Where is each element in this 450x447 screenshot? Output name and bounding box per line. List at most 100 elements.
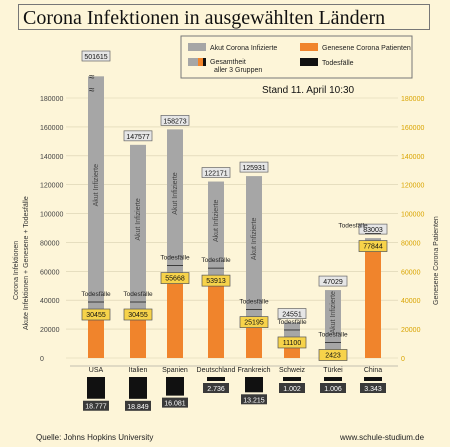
deaths-label-usa: 18.777 xyxy=(85,404,107,411)
deaths-label-box xyxy=(320,383,346,393)
legend-recovered-label: Genesene Corona Patienten xyxy=(322,45,411,52)
recovered-label-china: 77844 xyxy=(363,244,383,251)
bar-text: Akut Infizierte xyxy=(172,172,179,215)
deaths-label-schweiz: 1.002 xyxy=(283,386,301,393)
deaths-tag-schweiz: Todesfälle xyxy=(277,319,307,326)
deaths-tag-türkei: Todesfälle xyxy=(318,332,348,339)
legend-all-label-1: Gesamtheit xyxy=(210,59,246,66)
bar-deaths-schweiz xyxy=(283,377,301,381)
y-tick-right: 180000 xyxy=(401,96,424,103)
deaths-tag-china: Todesfälle xyxy=(338,223,368,230)
y-tick-right: 20000 xyxy=(401,327,421,334)
recovered-label-box xyxy=(239,316,269,328)
bar-deaths-deutschland xyxy=(207,377,225,381)
total-label-frankreich: 125931 xyxy=(242,165,265,172)
deaths-label-box xyxy=(203,383,229,393)
total-label-usa: 501615 xyxy=(84,54,107,61)
chart-title: Corona Infektionen in ausgewählten Lände… xyxy=(18,4,430,30)
total-label-türkei: 47029 xyxy=(323,279,343,286)
y-tick-left: 120000 xyxy=(40,183,63,190)
recovered-label-deutschland: 53913 xyxy=(206,278,226,285)
y-tick-right: 80000 xyxy=(401,240,421,247)
deaths-tag-frankreich: Todesfälle xyxy=(239,299,269,306)
recovered-label-türkei: 2423 xyxy=(325,353,341,360)
total-label-schweiz: 24551 xyxy=(282,312,302,319)
legend-recovered-swatch xyxy=(300,43,318,51)
deaths-label-italien: 18.849 xyxy=(127,404,149,411)
bar-text: Akut Infizierte xyxy=(330,291,337,334)
y-tick-right: 0 xyxy=(401,356,405,363)
y-tick-left: 160000 xyxy=(40,125,63,132)
deaths-label-spanien: 16.081 xyxy=(164,401,186,408)
legend-deaths-swatch xyxy=(300,58,318,66)
y-tick-left: 40000 xyxy=(40,298,60,305)
axis-break-mark: ≈ xyxy=(89,72,95,83)
bar-recovered-italien xyxy=(130,314,146,358)
y-tick-right: 160000 xyxy=(401,125,424,132)
total-label-box xyxy=(123,130,153,142)
y-tick-left: 20000 xyxy=(40,327,60,334)
deaths-tag-deutschland: Todesfälle xyxy=(201,257,231,264)
bar-infected-usa xyxy=(88,76,104,358)
y-tick-right: 100000 xyxy=(401,212,424,219)
y-tick-left: 80000 xyxy=(40,240,60,247)
total-label-italien: 147577 xyxy=(126,134,149,141)
y-tick-right: 40000 xyxy=(401,298,421,305)
y-tick-right: 140000 xyxy=(401,154,424,161)
total-label-box xyxy=(358,223,388,235)
total-label-spanien: 158273 xyxy=(163,118,186,125)
recovered-label-italien: 30455 xyxy=(128,312,148,319)
y-tick-right: 60000 xyxy=(401,269,421,276)
y-axis-label-right: Genesene Corona Patienten xyxy=(433,216,440,305)
y-axis-label-left-2: Akute Infektionen + Genesene + Todesfäll… xyxy=(23,196,30,330)
deaths-label-box xyxy=(162,397,188,408)
recovered-label-box xyxy=(358,240,388,252)
bar-text: Akut Infizierte xyxy=(93,164,100,207)
total-label-box xyxy=(81,50,111,62)
x-tick-spanien: Spanien xyxy=(162,367,188,374)
bar-infected-türkei xyxy=(325,290,341,358)
total-label-box xyxy=(277,308,307,319)
bar-text: Akut Infizierte xyxy=(135,198,142,241)
legend-all-swatch-b xyxy=(198,58,203,66)
y-tick-left: 60000 xyxy=(40,269,60,276)
recovered-label-box xyxy=(277,336,307,349)
deaths-label-box xyxy=(279,383,305,393)
deaths-label-box xyxy=(125,400,151,411)
recovered-label-box xyxy=(123,308,153,321)
deaths-tag-usa: Todesfälle xyxy=(81,291,111,298)
recovered-label-box xyxy=(201,274,231,287)
bar-deaths-frankreich xyxy=(245,377,263,393)
legend-all-swatch-a xyxy=(188,58,198,66)
recovered-label-box xyxy=(318,349,348,361)
total-label-box xyxy=(160,115,190,126)
date-stamp: Stand 11. April 10:30 xyxy=(262,85,355,96)
y-axis-label-left-1: Corona Infektionen xyxy=(13,241,20,300)
recovered-label-usa: 30455 xyxy=(86,312,106,319)
y-tick-left: 0 xyxy=(40,356,44,363)
deaths-tag-italien: Todesfälle xyxy=(123,291,153,298)
bar-deaths-spanien xyxy=(166,377,184,396)
axis-break-mark-2: ≈ xyxy=(89,85,95,96)
y-tick-left: 100000 xyxy=(40,212,63,219)
bar-recovered-spanien xyxy=(167,277,183,358)
bar-infected-italien xyxy=(130,144,146,358)
total-label-china: 83003 xyxy=(363,227,383,234)
deaths-label-box xyxy=(83,400,109,411)
deaths-label-deutschland: 2.736 xyxy=(207,386,225,393)
legend-all-swatch-c xyxy=(203,58,206,66)
bar-recovered-usa xyxy=(88,314,104,358)
recovered-label-spanien: 55668 xyxy=(165,276,185,283)
x-tick-frankreich: Frankreich xyxy=(237,367,270,374)
total-label-deutschland: 122171 xyxy=(204,171,227,178)
bar-text: Akut Infizierte xyxy=(213,200,220,243)
legend-infected-label: Akut Corona Infizierte xyxy=(210,45,277,52)
deaths-label-china: 3.343 xyxy=(364,386,382,393)
deaths-label-box xyxy=(360,383,386,393)
y-tick-left: 140000 xyxy=(40,154,63,161)
y-tick-right: 120000 xyxy=(401,183,424,190)
bar-deaths-china xyxy=(364,377,382,381)
recovered-label-frankreich: 25195 xyxy=(244,320,264,327)
